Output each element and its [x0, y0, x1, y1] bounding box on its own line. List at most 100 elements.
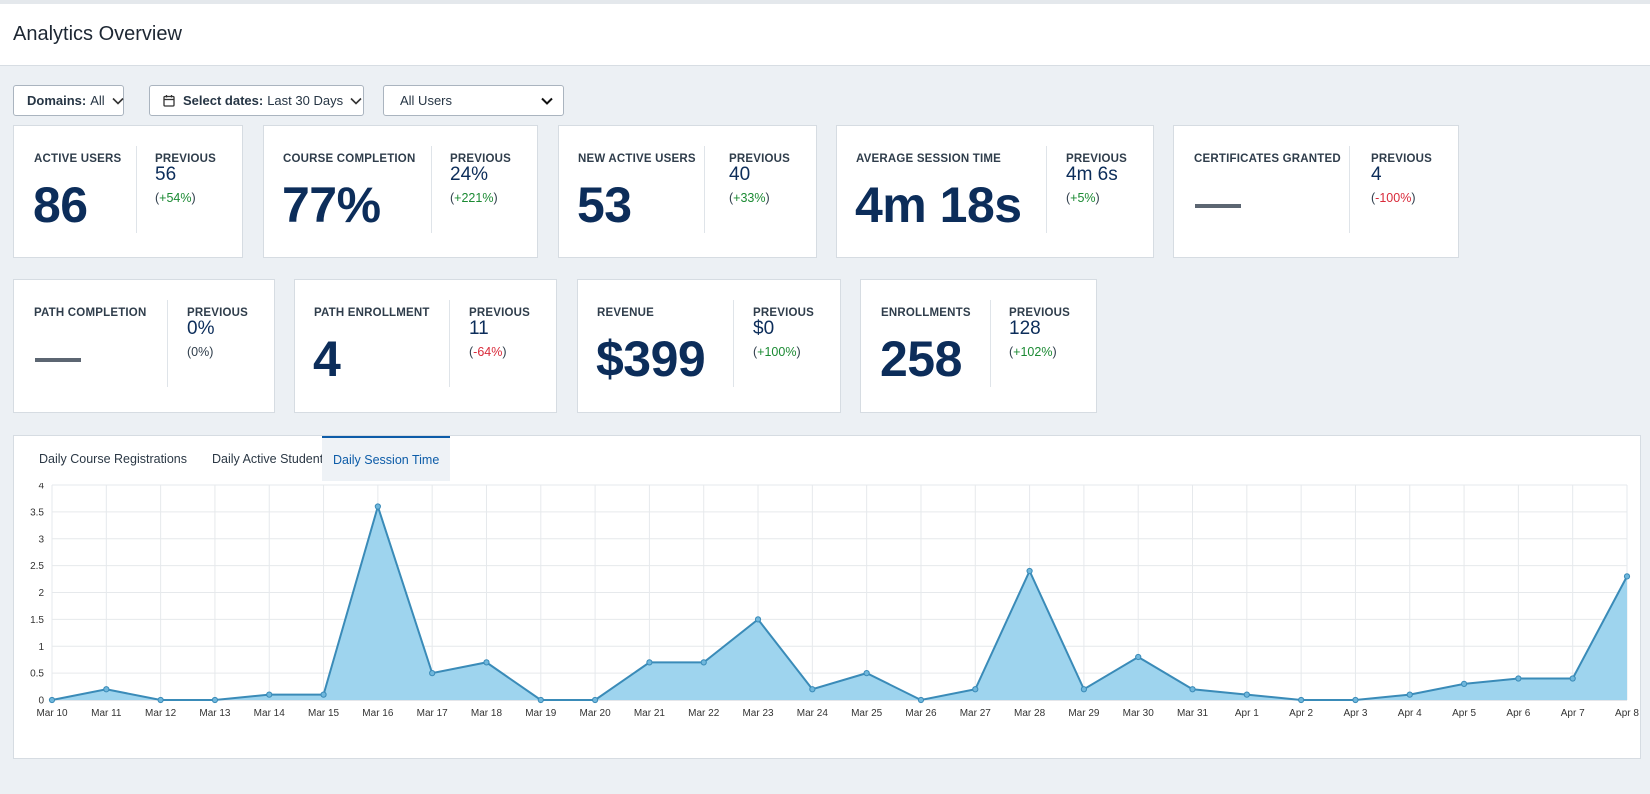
x-tick-label: Mar 30	[1123, 708, 1155, 719]
x-tick-label: Mar 10	[36, 708, 68, 719]
x-tick-label: Mar 24	[797, 708, 829, 719]
divider	[431, 146, 432, 233]
x-tick-label: Mar 28	[1014, 708, 1046, 719]
x-tick-label: Apr 1	[1235, 708, 1259, 719]
x-tick-label: Apr 8	[1615, 708, 1639, 719]
data-point	[374, 503, 381, 510]
data-point	[1569, 675, 1576, 682]
previous-label: PREVIOUS	[187, 307, 249, 319]
x-tick-label: Apr 4	[1398, 708, 1422, 719]
x-tick-label: Mar 26	[905, 708, 937, 719]
x-tick-label: Mar 11	[91, 708, 122, 719]
data-point	[917, 696, 925, 704]
stat-value: 86	[33, 177, 88, 233]
x-tick-label: Mar 20	[580, 708, 612, 719]
divider	[136, 146, 137, 233]
top-border	[0, 0, 1650, 4]
users-select[interactable]: All Users	[383, 85, 564, 116]
divider	[704, 146, 705, 233]
divider	[449, 300, 450, 387]
stat-card-course-completion: COURSE COMPLETION 77% PREVIOUS 24% (+221…	[263, 125, 538, 258]
page-title: Analytics Overview	[13, 23, 182, 45]
x-tick-label: Mar 21	[634, 708, 666, 719]
divider	[1046, 146, 1047, 233]
divider	[733, 300, 734, 387]
x-tick-label: Mar 15	[308, 708, 340, 719]
data-point	[1135, 653, 1142, 661]
y-tick-label: 3.5	[30, 507, 44, 518]
chevron-down-icon	[112, 97, 124, 105]
data-point	[266, 691, 273, 698]
data-point	[48, 696, 56, 704]
date-range-filter-value: Last 30 Days	[267, 93, 344, 108]
empty-value-dash	[35, 358, 81, 362]
divider	[990, 300, 991, 387]
data-point	[1406, 691, 1413, 698]
previous-change: (+5%)	[1066, 191, 1100, 205]
y-tick-label: 1	[38, 642, 44, 653]
stat-card-active-users: ACTIVE USERS 86 PREVIOUS 56 (+54%)	[13, 125, 243, 258]
stat-label: PATH COMPLETION	[34, 307, 147, 319]
change-percent: +100%	[757, 345, 797, 359]
x-tick-label: Mar 29	[1068, 708, 1100, 719]
stat-label: COURSE COMPLETION	[283, 153, 416, 165]
previous-label: PREVIOUS	[753, 307, 815, 319]
tab-daily-active-students[interactable]: Daily Active Students	[201, 436, 340, 481]
change-percent: +221%	[454, 191, 494, 205]
data-point	[1189, 686, 1196, 693]
series-area	[52, 506, 1627, 700]
data-point	[592, 696, 599, 704]
y-tick-label: 0	[38, 696, 44, 707]
stat-value: 53	[577, 177, 632, 233]
date-range-filter[interactable]: Select dates: Last 30 Days	[149, 85, 364, 116]
data-point	[320, 691, 327, 698]
previous-value: 0%	[187, 318, 215, 339]
data-point	[1352, 696, 1359, 704]
page-header: Analytics Overview	[0, 4, 1650, 66]
x-tick-label: Apr 5	[1452, 708, 1476, 719]
tab-daily-session-time[interactable]: Daily Session Time	[322, 436, 451, 481]
y-tick-label: 2.5	[30, 561, 44, 572]
x-tick-label: Mar 19	[525, 708, 557, 719]
stat-card-certificates-granted: CERTIFICATES GRANTED PREVIOUS 4 (-100%)	[1173, 125, 1459, 258]
stat-label: ACTIVE USERS	[34, 153, 122, 165]
date-range-filter-label: Select dates:	[183, 93, 264, 108]
change-percent: +54%	[159, 191, 192, 205]
data-point	[754, 616, 762, 623]
calendar-icon	[163, 94, 175, 107]
data-point	[972, 686, 979, 693]
previous-label: PREVIOUS	[155, 153, 217, 165]
data-point	[646, 659, 653, 666]
stat-label: CERTIFICATES GRANTED	[1194, 153, 1341, 165]
previous-change: (+221%)	[450, 191, 498, 205]
previous-label: PREVIOUS	[450, 153, 512, 165]
stat-value: 77%	[282, 177, 381, 233]
tab-daily-course-registrations[interactable]: Daily Course Registrations	[28, 436, 198, 481]
data-point	[863, 670, 870, 677]
data-point	[1298, 696, 1305, 704]
change-percent: +33%	[733, 191, 766, 205]
previous-value: 40	[729, 164, 751, 185]
previous-label: PREVIOUS	[729, 153, 791, 165]
x-tick-label: Mar 25	[851, 708, 883, 719]
users-select-value: All Users	[400, 93, 453, 108]
stat-card-path-completion: PATH COMPLETION PREVIOUS 0% (0%)	[13, 279, 275, 413]
data-point	[483, 659, 490, 666]
y-tick-label: 1.5	[30, 615, 44, 626]
previous-label: PREVIOUS	[1371, 153, 1433, 165]
x-tick-label: Mar 22	[688, 708, 720, 719]
data-point	[429, 670, 436, 677]
previous-change: (-100%)	[1371, 191, 1416, 205]
data-point	[1515, 675, 1522, 682]
previous-change: (-64%)	[469, 345, 507, 359]
data-point	[1623, 573, 1631, 580]
previous-value: 4m 6s	[1066, 164, 1118, 185]
change-percent: -100%	[1375, 191, 1412, 205]
domains-filter[interactable]: Domains: All	[13, 85, 124, 116]
previous-value: 11	[469, 318, 489, 339]
divider	[1349, 146, 1350, 233]
x-tick-label: Apr 3	[1343, 708, 1367, 719]
x-tick-label: Mar 23	[742, 708, 774, 719]
chart-panel: Daily Course Registrations Daily Active …	[13, 435, 1641, 759]
previous-change: (+54%)	[155, 191, 196, 205]
